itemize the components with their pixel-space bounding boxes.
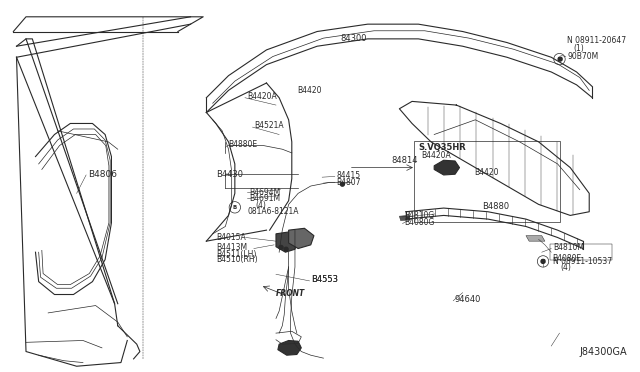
Text: S.VQ35HR: S.VQ35HR: [419, 143, 466, 152]
Text: B4420A: B4420A: [248, 93, 277, 102]
Text: B4691M: B4691M: [250, 194, 280, 203]
Text: B4015A: B4015A: [216, 233, 246, 242]
Text: 84300: 84300: [340, 34, 367, 44]
Text: 081A6-8121A: 081A6-8121A: [248, 206, 299, 215]
Polygon shape: [278, 340, 301, 355]
Text: 94640: 94640: [454, 295, 481, 304]
FancyBboxPatch shape: [414, 141, 559, 222]
Circle shape: [229, 202, 241, 213]
Circle shape: [558, 57, 562, 61]
Text: (4): (4): [255, 201, 266, 210]
Circle shape: [284, 247, 288, 251]
Text: 84415: 84415: [336, 171, 360, 180]
Polygon shape: [526, 235, 545, 241]
Circle shape: [442, 180, 445, 184]
Text: B4511(LH): B4511(LH): [216, 250, 256, 259]
Text: B4430: B4430: [216, 170, 243, 179]
Text: N 08911-10537: N 08911-10537: [552, 257, 612, 266]
Text: B4521A: B4521A: [254, 121, 284, 130]
Polygon shape: [434, 160, 460, 175]
Polygon shape: [433, 211, 445, 216]
Text: N 08911-20647: N 08911-20647: [567, 36, 626, 45]
Text: N: N: [557, 57, 562, 62]
Text: J84300GA: J84300GA: [580, 347, 627, 357]
Text: B4080G: B4080G: [404, 218, 434, 227]
Text: B4880: B4880: [482, 202, 509, 211]
FancyBboxPatch shape: [550, 244, 612, 260]
Text: B4553: B4553: [311, 275, 338, 284]
Text: B: B: [233, 205, 237, 210]
Circle shape: [279, 246, 283, 249]
Polygon shape: [289, 228, 314, 248]
Text: 90B70M: 90B70M: [567, 52, 598, 61]
Polygon shape: [399, 215, 410, 221]
Text: B4807: B4807: [336, 178, 360, 187]
Circle shape: [340, 182, 344, 186]
Text: B4510(RH): B4510(RH): [216, 255, 257, 264]
Text: B4810M: B4810M: [553, 243, 584, 252]
Circle shape: [538, 256, 548, 267]
Text: B4420A: B4420A: [422, 151, 451, 160]
Text: B4420: B4420: [474, 167, 499, 177]
Text: B4806: B4806: [88, 170, 117, 179]
Text: B4413M: B4413M: [216, 243, 247, 252]
Text: B4880E: B4880E: [228, 140, 258, 149]
Text: FRONT: FRONT: [276, 289, 305, 298]
Polygon shape: [276, 232, 298, 252]
Text: B4553: B4553: [311, 275, 338, 284]
Text: N: N: [541, 259, 545, 264]
Text: B4420: B4420: [297, 86, 321, 95]
Text: (1): (1): [573, 44, 584, 52]
Text: B4694M: B4694M: [250, 188, 281, 197]
Text: (4): (4): [560, 263, 571, 272]
Text: B4080E: B4080E: [552, 254, 582, 263]
Circle shape: [541, 259, 545, 263]
Text: 84814: 84814: [391, 157, 418, 166]
Circle shape: [554, 54, 565, 65]
Text: B4810G: B4810G: [404, 211, 434, 220]
